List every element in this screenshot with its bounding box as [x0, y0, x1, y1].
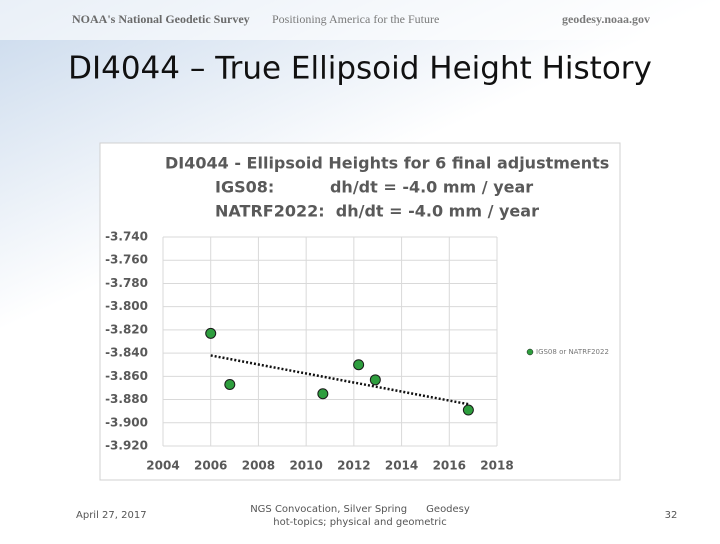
- point: [353, 359, 365, 371]
- x-tick-label: 2014: [385, 459, 418, 473]
- x-tick-label: 2006: [194, 459, 227, 473]
- chart: DI4044 - Ellipsoid Heights for 6 final a…: [105, 154, 609, 473]
- organization: NOAA's National Geodetic Survey: [72, 12, 250, 26]
- y-tick-label: -3.760: [105, 253, 148, 267]
- chart-title: NATRF2022: dh/dt = -4.0 mm / year: [215, 202, 539, 221]
- point: [369, 374, 381, 386]
- legend-marker: [526, 348, 534, 356]
- tagline: Positioning America for the Future: [272, 12, 439, 26]
- y-tick-label: -3.800: [105, 299, 148, 313]
- y-tick-label: -3.860: [105, 369, 148, 383]
- y-tick-label: -3.740: [105, 230, 148, 244]
- point: [462, 404, 474, 416]
- header-band: [0, 0, 720, 40]
- x-tick-label: 2018: [480, 459, 513, 473]
- page-number: 32: [665, 510, 678, 521]
- x-tick-label: 2016: [433, 459, 466, 473]
- website: geodesy.noaa.gov: [562, 12, 650, 26]
- y-tick-label: -3.880: [105, 392, 148, 406]
- y-tick-label: -3.920: [105, 439, 148, 453]
- chart-title: DI4044 - Ellipsoid Heights for 6 final a…: [165, 154, 609, 173]
- chart-title: IGS08: dh/dt = -4.0 mm / year: [215, 178, 533, 197]
- y-tick-label: -3.820: [105, 322, 148, 336]
- y-tick-label: -3.780: [105, 276, 148, 290]
- x-tick-label: 2008: [242, 459, 275, 473]
- legend-label: IGS08 or NATRF2022: [536, 348, 609, 356]
- point: [205, 327, 217, 339]
- footer-event: NGS Convocation, Silver Spring Geodesy: [250, 504, 470, 515]
- point: [224, 378, 236, 390]
- x-tick-label: 2012: [337, 459, 370, 473]
- point: [317, 388, 329, 400]
- x-tick-label: 2010: [289, 459, 322, 473]
- x-tick-label: 2004: [146, 459, 179, 473]
- chart-frame: [99, 142, 621, 481]
- footer-event: hot-topics; physical and geometric: [273, 517, 446, 528]
- slide-title: DI4044 – True Ellipsoid Height History: [68, 51, 652, 87]
- y-tick-label: -3.840: [105, 346, 148, 360]
- y-tick-label: -3.900: [105, 415, 148, 429]
- footer-date: April 27, 2017: [76, 510, 147, 521]
